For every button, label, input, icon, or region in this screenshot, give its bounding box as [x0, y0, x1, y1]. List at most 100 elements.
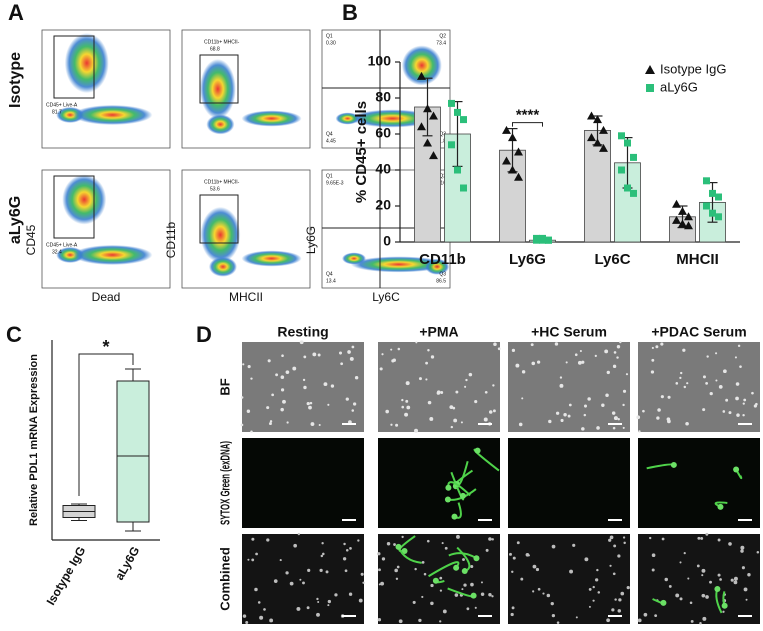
cell	[327, 403, 330, 406]
cell	[297, 532, 300, 536]
cell	[405, 381, 410, 386]
quadrant-value: 0.30	[326, 40, 336, 46]
net-cell	[714, 585, 721, 592]
point	[630, 153, 637, 161]
x-axis-label: Ly6C	[372, 290, 400, 304]
cell	[660, 395, 664, 399]
cell	[254, 587, 258, 592]
gate-value: 53.6	[210, 186, 220, 192]
cell	[306, 401, 310, 406]
cell	[465, 378, 468, 382]
cell	[302, 581, 305, 585]
cell	[574, 353, 578, 357]
cell	[292, 366, 297, 371]
cell	[705, 532, 709, 536]
cell	[488, 593, 492, 597]
point	[618, 132, 625, 140]
cell	[588, 605, 591, 608]
cell	[404, 412, 409, 417]
cell	[588, 588, 592, 591]
cell	[493, 409, 496, 413]
cell	[317, 353, 321, 357]
cell	[606, 618, 610, 623]
cell	[737, 344, 741, 348]
significance-label: ****	[516, 107, 540, 124]
cell	[360, 572, 364, 576]
image-bg	[242, 438, 364, 528]
point	[545, 236, 552, 244]
cell	[596, 426, 600, 430]
point	[593, 115, 602, 124]
cell	[614, 598, 617, 601]
point	[417, 71, 426, 80]
cell	[309, 401, 313, 405]
cell	[667, 419, 671, 424]
cell	[463, 583, 467, 587]
point	[684, 221, 693, 230]
column-header: +PDAC Serum	[651, 324, 746, 340]
cell	[316, 597, 319, 601]
cell	[563, 413, 567, 417]
cell	[612, 364, 617, 369]
cell	[657, 408, 661, 412]
row-label: BF	[217, 378, 232, 395]
cell	[622, 426, 625, 429]
image-bg	[508, 534, 630, 624]
density	[72, 104, 153, 125]
cell	[488, 537, 492, 541]
cell	[537, 587, 541, 591]
micrograph	[636, 342, 760, 433]
cell	[722, 410, 726, 413]
quadrant-label: Q1	[326, 33, 333, 39]
cell	[654, 614, 658, 618]
image-bg	[638, 534, 760, 624]
cell	[390, 348, 393, 351]
point	[624, 184, 631, 192]
cell	[536, 360, 541, 364]
cell	[618, 598, 622, 602]
flow-plot: CD11b+ MHCII-68.8	[181, 29, 311, 149]
net-cell	[470, 592, 477, 599]
cell	[525, 552, 530, 557]
cell	[612, 426, 616, 430]
cell	[520, 577, 524, 581]
cell	[401, 405, 405, 409]
cell	[637, 618, 642, 623]
cell	[345, 548, 349, 552]
gate-name: CD45+ Live-A	[46, 102, 78, 108]
cell	[330, 384, 335, 388]
cell	[701, 593, 706, 598]
cell	[675, 382, 679, 385]
image-bg	[378, 342, 500, 432]
density	[350, 256, 447, 273]
cell	[745, 598, 748, 601]
cell	[322, 552, 325, 556]
legend-label: aLy6G	[660, 79, 698, 94]
cell	[679, 376, 682, 379]
cell	[485, 548, 489, 552]
cell	[440, 391, 444, 395]
cell	[617, 609, 622, 613]
point	[429, 111, 438, 120]
cell	[397, 347, 401, 351]
plot-frame	[41, 29, 171, 149]
cell	[401, 398, 404, 402]
cell	[626, 585, 630, 590]
cell	[474, 606, 477, 609]
y-tick-label: 20	[375, 197, 391, 213]
point	[703, 177, 710, 185]
cell	[685, 421, 689, 426]
cell	[579, 349, 582, 353]
cell	[319, 568, 323, 573]
cell	[395, 423, 399, 427]
cell	[617, 554, 621, 558]
cell	[511, 606, 515, 610]
cell	[273, 579, 278, 583]
cell	[320, 554, 324, 558]
cell	[583, 413, 587, 417]
density	[208, 256, 237, 277]
net-cell	[474, 447, 481, 454]
cell	[609, 535, 614, 540]
cell	[596, 568, 599, 572]
